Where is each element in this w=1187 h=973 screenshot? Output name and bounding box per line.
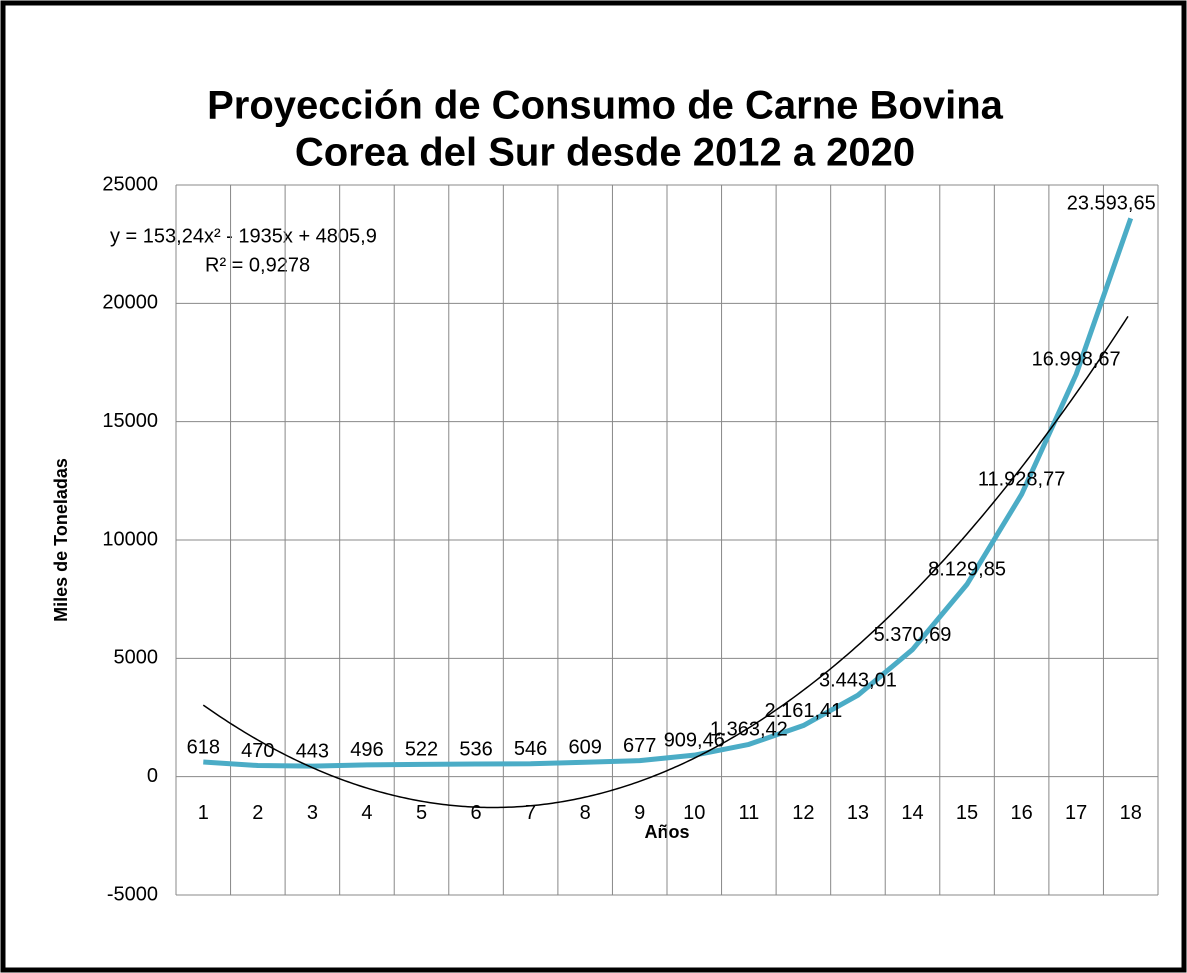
x-tick-label: 13 (847, 802, 869, 824)
data-label: 522 (405, 739, 438, 761)
x-tick-label: 10 (683, 802, 705, 824)
chart-title: Corea del Sur desde 2012 a 2020 (295, 131, 915, 175)
x-tick-label: 4 (361, 802, 372, 824)
y-tick-label: 5000 (114, 647, 159, 669)
data-label: 609 (568, 737, 601, 759)
data-label: 618 (187, 736, 220, 758)
y-tick-label: -5000 (107, 883, 158, 905)
x-tick-label: 11 (738, 802, 759, 824)
x-tick-label: 7 (525, 802, 536, 824)
y-tick-label: 25000 (102, 173, 158, 195)
x-tick-label: 15 (956, 802, 978, 824)
data-label: 470 (241, 740, 274, 762)
data-label: 443 (296, 740, 329, 762)
x-tick-label: 3 (307, 802, 318, 824)
data-label: 3.443,01 (819, 669, 897, 691)
data-label: 1.363,42 (710, 719, 788, 741)
data-label: 2.161,41 (764, 700, 842, 722)
data-label: 546 (514, 738, 547, 760)
x-tick-label: 12 (792, 802, 814, 824)
x-tick-label: 2 (252, 802, 263, 824)
x-tick-label: 14 (901, 802, 923, 824)
data-label: 909,46 (664, 729, 725, 751)
x-tick-label: 6 (470, 802, 481, 824)
trend-line (202, 315, 1129, 809)
y-axis-title: Miles de Toneladas (51, 458, 71, 622)
x-tick-label: 8 (580, 802, 591, 824)
data-label: 23.593,65 (1067, 193, 1156, 215)
data-line (203, 217, 1134, 769)
y-tick-label: 0 (147, 765, 158, 787)
data-label: 8.129,85 (928, 559, 1006, 581)
x-tick-label: 5 (416, 802, 427, 824)
data-label: 5.370,69 (874, 624, 952, 646)
y-tick-label: 10000 (102, 528, 158, 550)
x-tick-label: 18 (1120, 802, 1142, 824)
trend-equation: y = 153,24x² - 1935x + 4805,9 (110, 225, 377, 247)
y-tick-label: 15000 (102, 410, 158, 432)
data-label: 496 (350, 739, 383, 761)
data-label: 16.998,67 (1032, 349, 1121, 371)
data-label: 677 (623, 735, 656, 757)
data-label: 536 (459, 738, 492, 760)
trend-r2: R² = 0,9278 (205, 254, 310, 276)
x-tick-label: 16 (1010, 802, 1032, 824)
chart-title: Proyección de Consumo de Carne Bovina (207, 84, 1003, 128)
x-tick-label: 17 (1065, 802, 1087, 824)
y-tick-label: 20000 (102, 292, 158, 314)
x-tick-label: 9 (634, 802, 645, 824)
data-label: 11.928,77 (978, 469, 1066, 491)
x-tick-label: 1 (198, 802, 209, 824)
